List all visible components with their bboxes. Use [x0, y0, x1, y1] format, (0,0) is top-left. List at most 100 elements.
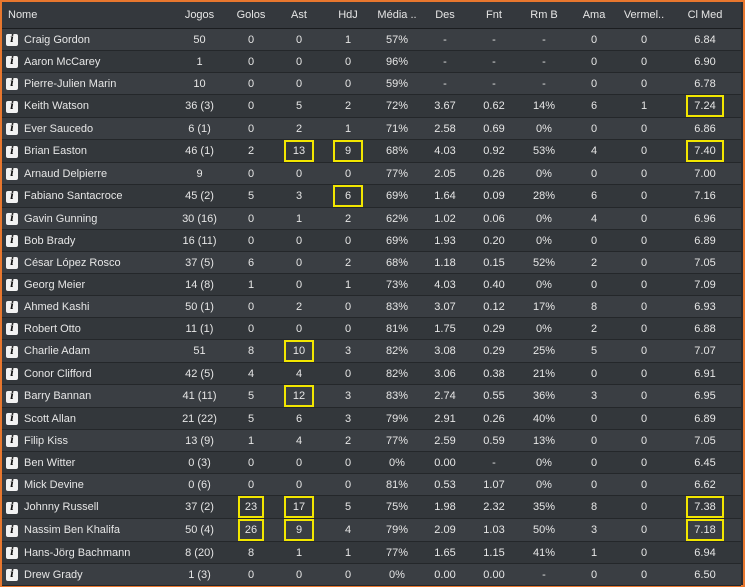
cell-name[interactable]: Aaron McCarey	[22, 50, 172, 73]
table-row[interactable]: i Filip Kiss 13 (9) 1 4 2 77% 2.59 0.59 13% 0 0 7.05	[2, 429, 741, 452]
cell-ama: 0	[569, 72, 619, 95]
info-icon[interactable]: i	[6, 547, 18, 559]
info-icon[interactable]: i	[6, 413, 18, 425]
table-row[interactable]: i Nassim Ben Khalifa 50 (4) 26 9 4 79% 2.09 1.03…	[2, 518, 741, 542]
table-row[interactable]: i Pierre-Julien Marin 10 0 0 0 59% - - - 0 0 6.78	[2, 72, 741, 95]
info-icon[interactable]: i	[6, 78, 18, 90]
info-icon[interactable]: i	[6, 390, 18, 403]
table-row[interactable]: i Mick Devine 0 (6) 0 0 0 81% 0.53 1.07 0% 0 0 6.62	[2, 473, 741, 496]
cell-fnt: 0.00	[469, 563, 519, 586]
cell-name[interactable]: Brian Easton	[22, 139, 172, 163]
cell-name[interactable]: Ahmed Kashi	[22, 295, 172, 318]
cell-name[interactable]: Scott Allan	[22, 407, 172, 430]
table-row[interactable]: i Conor Clifford 42 (5) 4 4 0 82% 3.06 0.38 21% 0 0…	[2, 362, 741, 385]
table-row[interactable]: i Arnaud Delpierre 9 0 0 0 77% 2.05 0.26 0% 0 0 7.00	[2, 162, 741, 185]
table-row[interactable]: i Barry Bannan 41 (11) 5 12 3 83% 2.74 0.55 36% 3 0…	[2, 384, 741, 408]
info-icon[interactable]: i	[6, 168, 18, 180]
info-icon[interactable]: i	[6, 213, 18, 225]
column-header-vermelho[interactable]: Vermel..	[619, 2, 669, 29]
cell-name[interactable]: Hans-Jörg Bachmann	[22, 541, 172, 564]
column-header-rm-b[interactable]: Rm B	[519, 2, 569, 29]
column-header-des[interactable]: Des	[421, 2, 469, 29]
cell-name[interactable]: Arnaud Delpierre	[22, 162, 172, 185]
info-icon[interactable]: i	[6, 368, 18, 380]
cell-name[interactable]: Robert Otto	[22, 317, 172, 340]
column-header-ast[interactable]: Ast	[275, 2, 323, 29]
table-row[interactable]: i Brian Easton 46 (1) 2 13 9 68% 4.03 0.92 53% 4 0 7…	[2, 139, 741, 163]
column-header-hdj[interactable]: HdJ	[323, 2, 373, 29]
table-row[interactable]: i César López Rosco 37 (5) 6 0 2 68% 1.18 0.15 52…	[2, 251, 741, 274]
column-header-media[interactable]: Média ..	[373, 2, 421, 29]
cell-name[interactable]: Craig Gordon	[22, 28, 172, 51]
cell-name[interactable]: Fabiano Santacroce	[22, 184, 172, 208]
stat-value: 1.18	[434, 256, 456, 269]
table-row[interactable]: i Craig Gordon 50 0 0 1 57% - - - 0 0 6.84	[2, 28, 741, 51]
cell-name[interactable]: Nassim Ben Khalifa	[22, 518, 172, 542]
cell-name[interactable]: Mick Devine	[22, 473, 172, 496]
info-icon[interactable]: i	[6, 569, 18, 581]
cell-name[interactable]: Georg Meier	[22, 273, 172, 296]
cell-name[interactable]: Pierre-Julien Marin	[22, 72, 172, 95]
table-row[interactable]: i Gavin Gunning 30 (16) 0 1 2 62% 1.02 0.06 0% 4 0 6…	[2, 207, 741, 230]
info-icon[interactable]: i	[6, 323, 18, 335]
table-row[interactable]: i Hans-Jörg Bachmann 8 (20) 8 1 1 77% 1.65 1.15 4…	[2, 541, 741, 564]
stat-value: 0	[247, 122, 255, 135]
column-header-golos[interactable]: Golos	[227, 2, 275, 29]
player-name: Arnaud Delpierre	[24, 167, 108, 180]
info-icon[interactable]: i	[6, 457, 18, 469]
info-icon[interactable]: i	[6, 479, 18, 491]
table-row[interactable]: i Scott Allan 21 (22) 5 6 3 79% 2.91 0.26 40% 0 0 6.…	[2, 407, 741, 430]
cell-name[interactable]: Ben Witter	[22, 451, 172, 474]
table-row[interactable]: i Bob Brady 16 (11) 0 0 0 69% 1.93 0.20 0% 0 0 6.89	[2, 229, 741, 252]
info-icon[interactable]: i	[6, 257, 18, 269]
column-header-nome[interactable]: Nome	[2, 2, 172, 29]
info-icon[interactable]: i	[6, 435, 18, 447]
cell-name[interactable]: Drew Grady	[22, 563, 172, 586]
column-header-fnt[interactable]: Fnt	[469, 2, 519, 29]
table-row[interactable]: i Fabiano Santacroce 45 (2) 5 3 6 69% 1.64 0.09 2…	[2, 184, 741, 208]
cell-name[interactable]: Charlie Adam	[22, 339, 172, 363]
cell-name[interactable]: César López Rosco	[22, 251, 172, 274]
info-icon[interactable]: i	[6, 190, 18, 203]
cell-name[interactable]: Conor Clifford	[22, 362, 172, 385]
stat-value: 53%	[532, 145, 556, 157]
table-row[interactable]: i Ever Saucedo 6 (1) 0 2 1 71% 2.58 0.69 0% 0 0 6.86	[2, 117, 741, 140]
info-icon[interactable]: i	[6, 56, 18, 68]
info-icon[interactable]: i	[6, 501, 18, 514]
info-icon[interactable]: i	[6, 524, 18, 537]
info-icon[interactable]: i	[6, 279, 18, 291]
table-row[interactable]: i Georg Meier 14 (8) 1 0 1 73% 4.03 0.40 0% 0 0 7.09	[2, 273, 741, 296]
info-icon[interactable]: i	[6, 100, 18, 113]
table-row[interactable]: i Johnny Russell 37 (2) 23 17 5 75% 1.98 2.32 35%…	[2, 495, 741, 519]
column-header-cl-med[interactable]: Cl Med	[669, 2, 741, 29]
cell-name[interactable]: Ever Saucedo	[22, 117, 172, 140]
table-row[interactable]: i Aaron McCarey 1 0 0 0 96% - - - 0 0 6.90	[2, 50, 741, 73]
column-header-jogos[interactable]: Jogos	[172, 2, 227, 29]
info-icon[interactable]: i	[6, 235, 18, 247]
table-row[interactable]: i Keith Watson 36 (3) 0 5 2 72% 3.67 0.62 14% 6 1 7.…	[2, 94, 741, 118]
cell-media: 79%	[373, 518, 421, 542]
player-name: Nassim Ben Khalifa	[24, 524, 120, 536]
cell-name[interactable]: Keith Watson	[22, 94, 172, 118]
column-header-ama[interactable]: Ama	[569, 2, 619, 29]
cell-name[interactable]: Filip Kiss	[22, 429, 172, 452]
cell-name[interactable]: Barry Bannan	[22, 384, 172, 408]
cell-name[interactable]: Gavin Gunning	[22, 207, 172, 230]
cell-media: 79%	[373, 407, 421, 430]
cell-hdj: 3	[323, 407, 373, 430]
cell-des: 2.59	[421, 429, 469, 452]
table-row[interactable]: i Charlie Adam 51 8 10 3 82% 3.08 0.29 25% 5 0 7.07	[2, 339, 741, 363]
table-row[interactable]: i Drew Grady 1 (3) 0 0 0 0% 0.00 0.00 - 0 0 6.50	[2, 563, 741, 586]
table-row[interactable]: i Robert Otto 11 (1) 0 0 0 81% 1.75 0.29 0% 2 0 6.88	[2, 317, 741, 340]
info-icon[interactable]: i	[6, 145, 18, 158]
info-icon[interactable]: i	[6, 123, 18, 135]
info-icon[interactable]: i	[6, 345, 18, 358]
cell-name[interactable]: Johnny Russell	[22, 495, 172, 519]
cell-jogos: 36 (3)	[172, 94, 227, 118]
cell-ama: 0	[569, 563, 619, 586]
table-row[interactable]: i Ben Witter 0 (3) 0 0 0 0% 0.00 - 0% 0 0 6.45	[2, 451, 741, 474]
info-icon[interactable]: i	[6, 301, 18, 313]
info-icon[interactable]: i	[6, 34, 18, 46]
table-row[interactable]: i Ahmed Kashi 50 (1) 0 2 0 83% 3.07 0.12 17% 8 0 6.9…	[2, 295, 741, 318]
cell-name[interactable]: Bob Brady	[22, 229, 172, 252]
